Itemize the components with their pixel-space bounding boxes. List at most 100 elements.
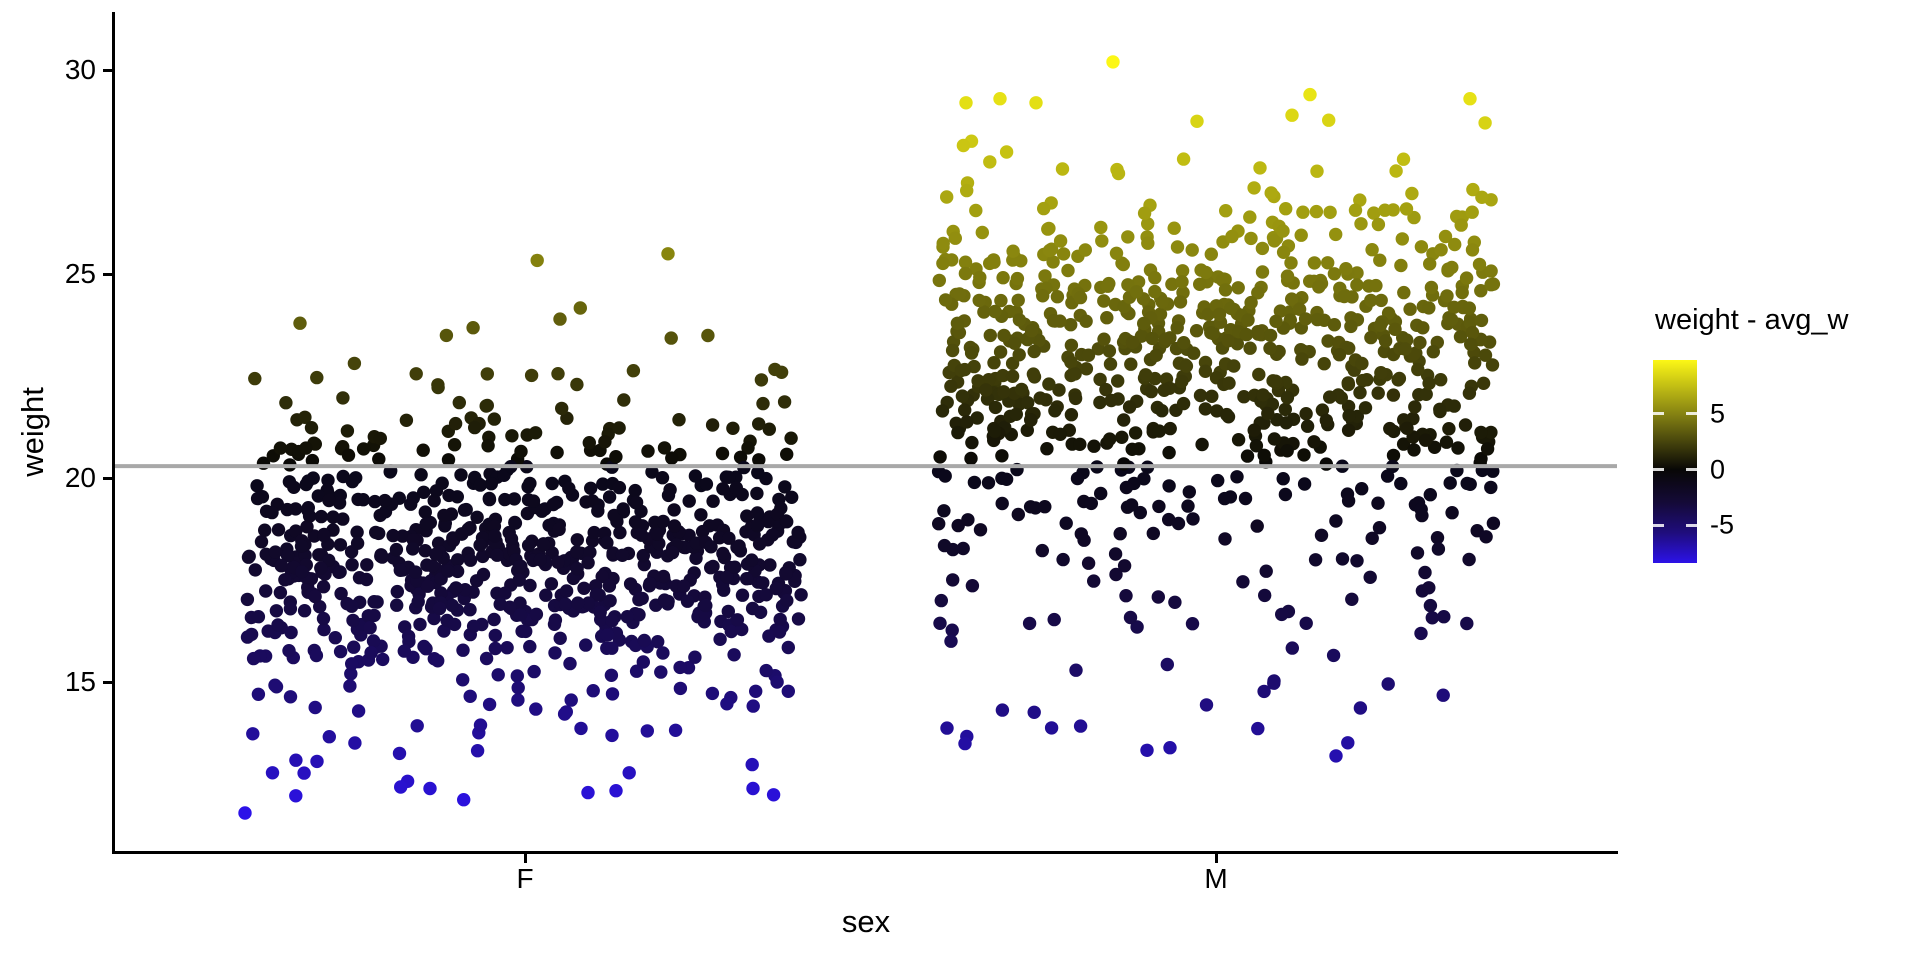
data-point xyxy=(347,640,361,654)
data-point xyxy=(574,721,588,736)
x-tick-label: F xyxy=(516,863,534,894)
data-point xyxy=(500,641,514,655)
data-point xyxy=(1117,559,1132,573)
data-point xyxy=(392,746,407,761)
data-point xyxy=(620,610,634,624)
data-point xyxy=(273,585,288,600)
data-point xyxy=(629,664,644,678)
data-point xyxy=(1329,514,1343,528)
data-point xyxy=(955,389,970,403)
data-point xyxy=(350,525,364,539)
data-point xyxy=(1367,206,1381,220)
data-point xyxy=(960,415,974,429)
data-point xyxy=(1327,318,1342,332)
data-point xyxy=(996,271,1010,285)
data-point xyxy=(1372,521,1387,535)
data-point xyxy=(399,413,414,427)
data-point xyxy=(1445,506,1459,520)
data-point xyxy=(665,545,680,560)
data-point xyxy=(750,519,765,533)
data-point xyxy=(367,595,381,609)
data-point xyxy=(996,368,1010,383)
data-point xyxy=(689,551,703,565)
data-point xyxy=(604,668,619,682)
data-point xyxy=(1050,290,1065,304)
data-point xyxy=(585,494,600,508)
data-point xyxy=(419,517,433,531)
data-point xyxy=(1371,386,1385,400)
data-point xyxy=(1141,236,1155,250)
data-point xyxy=(1332,348,1347,362)
data-point xyxy=(1418,433,1433,447)
data-point xyxy=(993,92,1007,106)
data-point xyxy=(441,453,456,467)
data-point xyxy=(1474,284,1488,298)
data-point xyxy=(246,727,260,741)
data-point xyxy=(505,429,519,443)
data-point xyxy=(948,231,962,245)
data-point xyxy=(1310,164,1324,178)
data-point xyxy=(305,453,320,468)
data-point xyxy=(781,684,795,698)
data-point xyxy=(375,550,389,564)
data-point xyxy=(304,421,319,435)
data-point xyxy=(1424,280,1439,295)
data-point xyxy=(793,553,807,567)
data-point xyxy=(523,476,537,491)
data-point xyxy=(958,736,972,751)
data-point xyxy=(635,591,649,606)
data-point xyxy=(536,538,551,552)
data-point xyxy=(724,624,738,639)
data-point xyxy=(1038,269,1052,283)
data-point xyxy=(654,665,668,679)
data-point xyxy=(1423,257,1437,271)
data-point xyxy=(579,638,593,652)
data-point xyxy=(1251,721,1265,736)
data-point xyxy=(408,565,423,579)
data-point xyxy=(1448,237,1462,252)
data-point xyxy=(752,417,766,431)
data-point xyxy=(1064,408,1079,422)
data-point xyxy=(1294,228,1308,242)
data-point xyxy=(1445,260,1459,275)
data-point xyxy=(958,403,972,417)
data-point xyxy=(452,395,466,410)
data-point xyxy=(1342,409,1356,423)
data-point xyxy=(637,633,651,648)
data-point xyxy=(316,580,331,594)
data-point xyxy=(1396,437,1411,451)
data-point xyxy=(333,644,348,659)
data-point xyxy=(271,523,286,537)
data-point xyxy=(1201,307,1215,321)
data-point xyxy=(429,547,443,561)
data-point xyxy=(1369,278,1383,293)
data-point xyxy=(1327,267,1342,281)
data-point xyxy=(735,588,750,602)
data-point xyxy=(551,367,565,381)
data-point xyxy=(1268,374,1283,388)
data-point xyxy=(958,362,972,377)
data-point xyxy=(762,422,776,436)
data-point xyxy=(274,559,288,573)
data-point xyxy=(1484,480,1498,495)
data-point xyxy=(393,563,407,577)
data-point xyxy=(1236,575,1250,589)
data-point xyxy=(983,328,997,343)
data-point xyxy=(1155,295,1169,309)
data-point xyxy=(682,494,696,508)
data-point xyxy=(1485,358,1500,372)
data-point xyxy=(1073,437,1087,451)
data-point xyxy=(750,486,764,501)
data-point xyxy=(650,527,664,541)
data-point xyxy=(1396,152,1411,166)
data-point xyxy=(645,465,659,479)
data-point xyxy=(1267,234,1282,248)
data-point xyxy=(311,489,325,503)
data-point xyxy=(289,524,303,538)
data-point xyxy=(427,611,441,626)
data-point xyxy=(1478,116,1492,130)
data-point xyxy=(1476,376,1491,390)
data-point xyxy=(368,494,382,509)
data-point xyxy=(626,364,641,378)
data-point xyxy=(605,641,619,655)
